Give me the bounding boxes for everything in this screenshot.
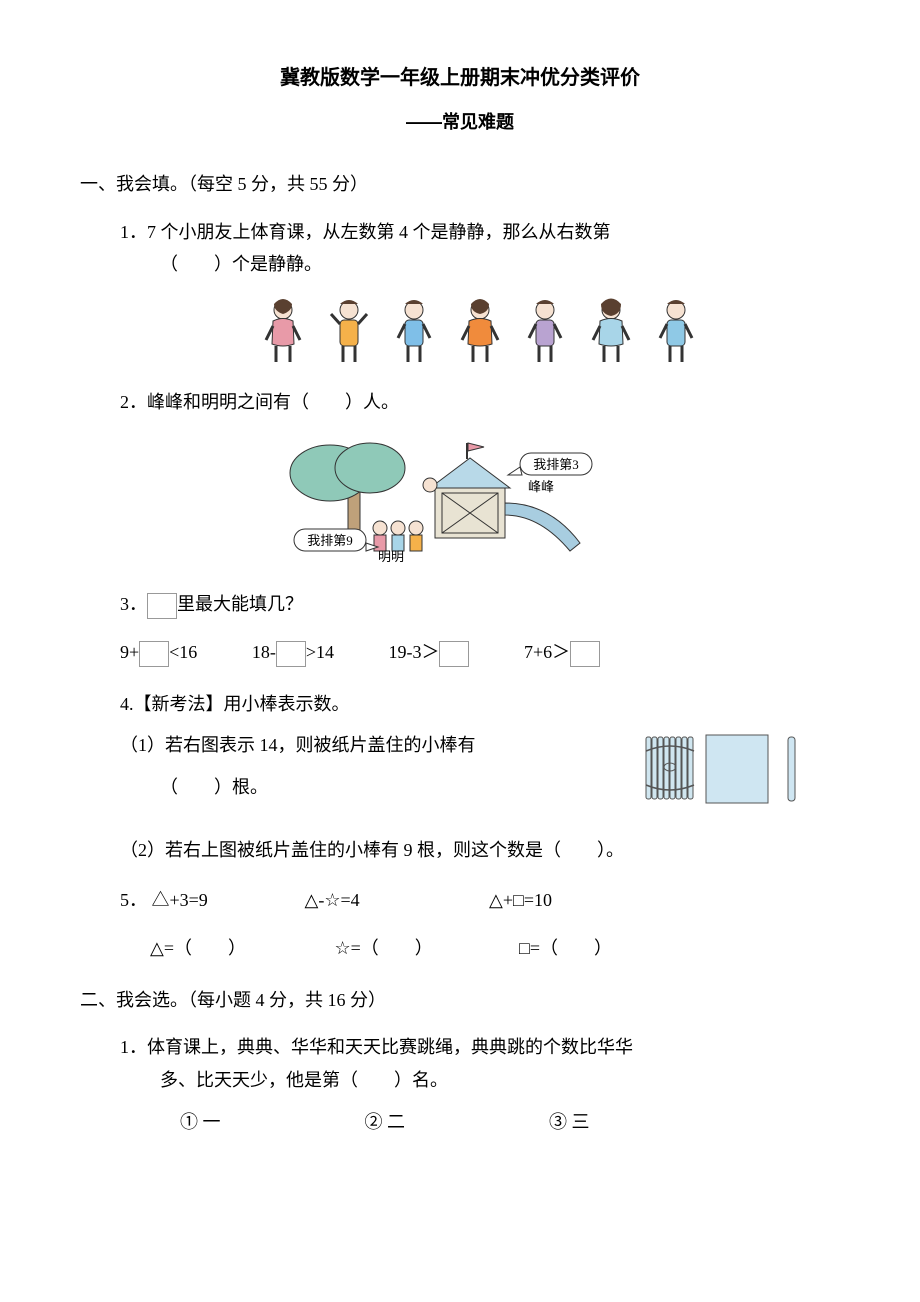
q2-name-fengfeng: 峰峰 [528,479,554,494]
q3-exp-1: 9+<16 [120,636,197,668]
q1-line1: 1．7 个小朋友上体育课，从左数第 4 个是静静，那么从右数第 [120,216,840,248]
kid-icon [327,296,372,366]
kid-icon [261,296,306,366]
kid-icon [392,296,437,366]
q5-eq-3: △+□=10 [489,884,669,916]
q2-figure: 我排第9 我排第3 峰峰 明明 [80,433,840,573]
q2-bubble-right: 我排第3 [533,457,579,472]
blank-box-icon [570,641,600,667]
option-2: ② 二 [365,1106,545,1138]
section-2-heading: 二、我会选。（每小题 4 分，共 16 分） [80,984,840,1016]
q2-name-mingming: 明明 [378,549,404,563]
q5-ans-1: △=（ ） [150,932,330,964]
kid-icon [654,296,699,366]
q2-text: 2．峰峰和明明之间有（ ）人。 [120,392,399,412]
kid-icon [458,296,503,366]
blank-box-icon [439,641,469,667]
q1-line2: （ ）个是静静。 [160,248,840,280]
q5-ans-3: □=（ ） [519,932,699,964]
question-5: 5． △+3=9 △-☆=4 △+□=10 [120,884,840,916]
q3-lead: 3． [120,594,147,614]
question-2-1: 1．体育课上，典典、华华和天天比赛跳绳，典典跳的个数比华华 多、比天天少，他是第… [120,1031,840,1138]
blank-box-icon [139,641,169,667]
q2-1-line2: 多、比天天少，他是第（ ）名。 [160,1064,840,1096]
option-1: ① 一 [180,1106,360,1138]
q4-figure [640,729,810,819]
blank-box-icon [276,641,306,667]
question-1: 1．7 个小朋友上体育课，从左数第 4 个是静静，那么从右数第 （ ）个是静静。 [120,216,840,281]
question-5-answers: △=（ ） ☆=（ ） □=（ ） [150,932,840,964]
option-3: ③ 三 [549,1106,729,1138]
q5-eq-1: 5． △+3=9 [120,884,300,916]
question-3: 3． 里最大能填几？ [120,588,840,620]
question-2: 2．峰峰和明明之间有（ ）人。 [120,386,840,418]
q3-exp-3: 19-3＞ [388,636,469,668]
question-4: 4.【新考法】用小棒表示数。 [120,688,840,866]
q3-tail: 里最大能填几？ [177,594,303,614]
q5-ans-2: ☆=（ ） [335,932,515,964]
blank-box-icon [147,593,177,619]
q3-exp-4: 7+6＞ [524,636,600,668]
q3-exp-2: 18->14 [252,636,334,668]
q1-figure [120,296,840,366]
kid-icon [589,296,634,366]
kid-icon [523,296,568,366]
q4-head: 4.【新考法】用小棒表示数。 [120,688,840,720]
doc-subtitle: ——常见难题 [80,106,840,138]
q5-eq-2: △-☆=4 [305,884,485,916]
q2-bubble-left: 我排第9 [307,533,353,548]
section-1-heading: 一、我会填。（每空 5 分，共 55 分） [80,168,840,200]
q2-1-line1: 1．体育课上，典典、华华和天天比赛跳绳，典典跳的个数比华华 [120,1031,840,1063]
doc-title: 冀教版数学一年级上册期末冲优分类评价 [80,60,840,96]
q3-expressions: 9+<16 18->14 19-3＞ 7+6＞ [120,636,840,668]
q4-p2: （2）若右上图被纸片盖住的小棒有 9 根，则这个数是（ ）。 [120,834,840,866]
q2-1-options: ① 一 ② 二 ③ 三 [180,1106,840,1138]
